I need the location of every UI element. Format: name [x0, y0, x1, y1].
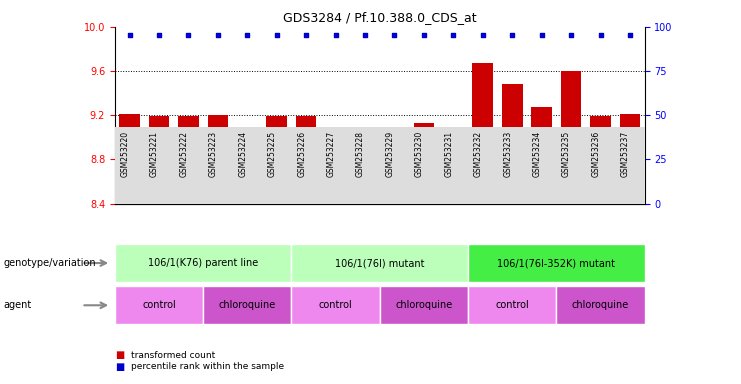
Bar: [468, 244, 645, 282]
Text: ■: ■: [115, 350, 124, 360]
Bar: [119, 114, 140, 204]
Bar: [325, 166, 346, 204]
Text: GSM253230: GSM253230: [415, 131, 424, 177]
Point: [536, 31, 548, 38]
Point: [212, 31, 224, 38]
Bar: [619, 114, 640, 204]
Bar: [561, 71, 582, 204]
Text: GSM253235: GSM253235: [562, 131, 571, 177]
Text: chloroquine: chloroquine: [395, 300, 453, 310]
Bar: [291, 286, 379, 324]
Point: [388, 31, 400, 38]
Text: agent: agent: [4, 300, 32, 310]
Text: GSM253220: GSM253220: [121, 131, 130, 177]
Text: control: control: [319, 300, 353, 310]
Bar: [115, 244, 291, 282]
Text: GSM253237: GSM253237: [621, 131, 630, 177]
Point: [124, 31, 136, 38]
Point: [477, 31, 489, 38]
Title: GDS3284 / Pf.10.388.0_CDS_at: GDS3284 / Pf.10.388.0_CDS_at: [283, 11, 476, 24]
Bar: [267, 116, 287, 204]
Point: [359, 31, 371, 38]
Text: control: control: [495, 300, 529, 310]
Text: genotype/variation: genotype/variation: [4, 258, 96, 268]
Bar: [115, 286, 203, 324]
Bar: [443, 148, 464, 204]
Text: GSM253228: GSM253228: [356, 131, 365, 177]
Bar: [203, 286, 291, 324]
Bar: [531, 108, 552, 204]
Text: ■: ■: [115, 362, 124, 372]
Bar: [296, 116, 316, 204]
Bar: [355, 154, 376, 204]
Point: [418, 31, 430, 38]
Point: [506, 31, 518, 38]
Text: chloroquine: chloroquine: [572, 300, 629, 310]
Bar: [207, 115, 228, 204]
Text: GSM253224: GSM253224: [239, 131, 247, 177]
Text: GSM253223: GSM253223: [209, 131, 218, 177]
Bar: [591, 116, 611, 204]
Text: GSM253229: GSM253229: [385, 131, 394, 177]
Text: GSM253221: GSM253221: [150, 131, 159, 177]
Text: GSM253222: GSM253222: [179, 131, 188, 177]
Text: 106/1(K76) parent line: 106/1(K76) parent line: [148, 258, 259, 268]
Text: GSM253227: GSM253227: [327, 131, 336, 177]
Bar: [178, 116, 199, 204]
Point: [624, 31, 636, 38]
Point: [242, 31, 253, 38]
Text: GSM253225: GSM253225: [268, 131, 276, 177]
Text: GSM253236: GSM253236: [591, 131, 600, 177]
Text: GSM253234: GSM253234: [533, 131, 542, 177]
Point: [565, 31, 577, 38]
Text: chloroquine: chloroquine: [219, 300, 276, 310]
Point: [448, 31, 459, 38]
Text: control: control: [142, 300, 176, 310]
Point: [300, 31, 312, 38]
Text: transformed count: transformed count: [131, 351, 216, 360]
Bar: [379, 286, 468, 324]
Bar: [413, 123, 434, 204]
Text: GSM253232: GSM253232: [473, 131, 483, 177]
Point: [153, 31, 165, 38]
Text: percentile rank within the sample: percentile rank within the sample: [131, 362, 285, 371]
Text: 106/1(76I-352K) mutant: 106/1(76I-352K) mutant: [497, 258, 615, 268]
Point: [182, 31, 194, 38]
Text: GSM253231: GSM253231: [445, 131, 453, 177]
Bar: [149, 116, 169, 204]
Bar: [556, 286, 645, 324]
Text: GSM253233: GSM253233: [503, 131, 512, 177]
Bar: [291, 244, 468, 282]
Bar: [115, 127, 645, 204]
Bar: [468, 286, 556, 324]
Point: [594, 31, 606, 38]
Bar: [384, 168, 405, 204]
Text: 106/1(76I) mutant: 106/1(76I) mutant: [335, 258, 425, 268]
Point: [270, 31, 282, 38]
Bar: [237, 148, 258, 204]
Point: [330, 31, 342, 38]
Text: GSM253226: GSM253226: [297, 131, 306, 177]
Bar: [502, 84, 522, 204]
Bar: [473, 63, 493, 204]
